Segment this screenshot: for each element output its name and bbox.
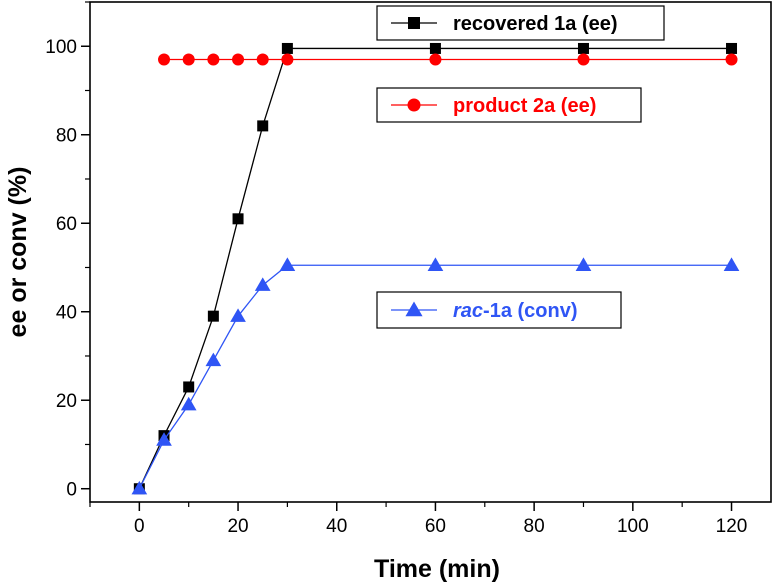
y-axis-title: ee or conv (%)	[4, 167, 32, 338]
data-point	[577, 53, 590, 66]
x-axis-title: Time (min)	[374, 555, 500, 583]
legend-label: rac-1a (conv)	[453, 300, 578, 322]
data-point	[256, 53, 269, 66]
legend-label: product 2a (ee)	[453, 95, 596, 117]
data-point	[207, 310, 219, 322]
data-point	[427, 257, 444, 271]
data-point	[207, 53, 220, 66]
series-layer	[131, 42, 740, 495]
data-point	[131, 480, 148, 495]
legend-entry-3: rac-1a (conv)	[376, 291, 622, 329]
series-line	[138, 264, 732, 490]
data-point	[180, 396, 197, 411]
data-point	[281, 42, 293, 54]
data-point	[279, 257, 296, 271]
legend-layer: recovered 1a (ee) product 2a (ee) rac-1a (…	[376, 5, 665, 329]
data-point	[725, 53, 738, 66]
tick-labels: 0 20 40 60 80 100 120 0 20 40 60 80 100	[45, 37, 747, 537]
data-point	[158, 53, 171, 66]
data-point	[230, 308, 246, 322]
tick-marks	[81, 1, 733, 511]
data-point	[257, 120, 269, 132]
x-tick-label: 0	[134, 516, 145, 537]
x-tick-label: 80	[524, 516, 545, 537]
x-tick-label: 40	[326, 516, 347, 537]
series-2	[158, 53, 738, 66]
series-3	[131, 257, 740, 495]
data-point	[429, 42, 441, 54]
legend-entry-2: product 2a (ee)	[376, 87, 642, 123]
legend-entry-1: recovered 1a (ee)	[376, 5, 665, 41]
data-point	[281, 53, 294, 66]
data-point	[205, 352, 222, 367]
legend-marker	[405, 301, 423, 317]
legend-marker	[407, 98, 421, 112]
x-tick-label: 60	[425, 516, 446, 537]
y-tick-label: 40	[56, 303, 77, 324]
data-point	[183, 381, 195, 393]
x-tick-label: 120	[716, 516, 748, 537]
data-point	[232, 213, 244, 225]
data-point	[156, 432, 172, 446]
data-point	[577, 42, 589, 54]
data-point	[429, 53, 442, 66]
data-point	[254, 277, 271, 291]
data-point	[232, 53, 245, 66]
x-tick-label: 20	[227, 516, 248, 537]
data-point	[182, 53, 195, 66]
y-tick-label: 60	[56, 214, 77, 235]
plot-frame	[89, 1, 772, 503]
legend-marker	[408, 17, 420, 29]
data-point	[723, 257, 740, 271]
data-point	[575, 257, 592, 271]
y-tick-label: 80	[56, 126, 77, 147]
legend-label: recovered 1a (ee)	[453, 13, 618, 35]
y-tick-label: 20	[56, 391, 77, 412]
y-tick-label: 100	[45, 37, 77, 58]
y-tick-label: 0	[66, 480, 77, 501]
series-line	[138, 47, 732, 489]
x-tick-label: 100	[617, 516, 649, 537]
data-point	[726, 42, 738, 54]
